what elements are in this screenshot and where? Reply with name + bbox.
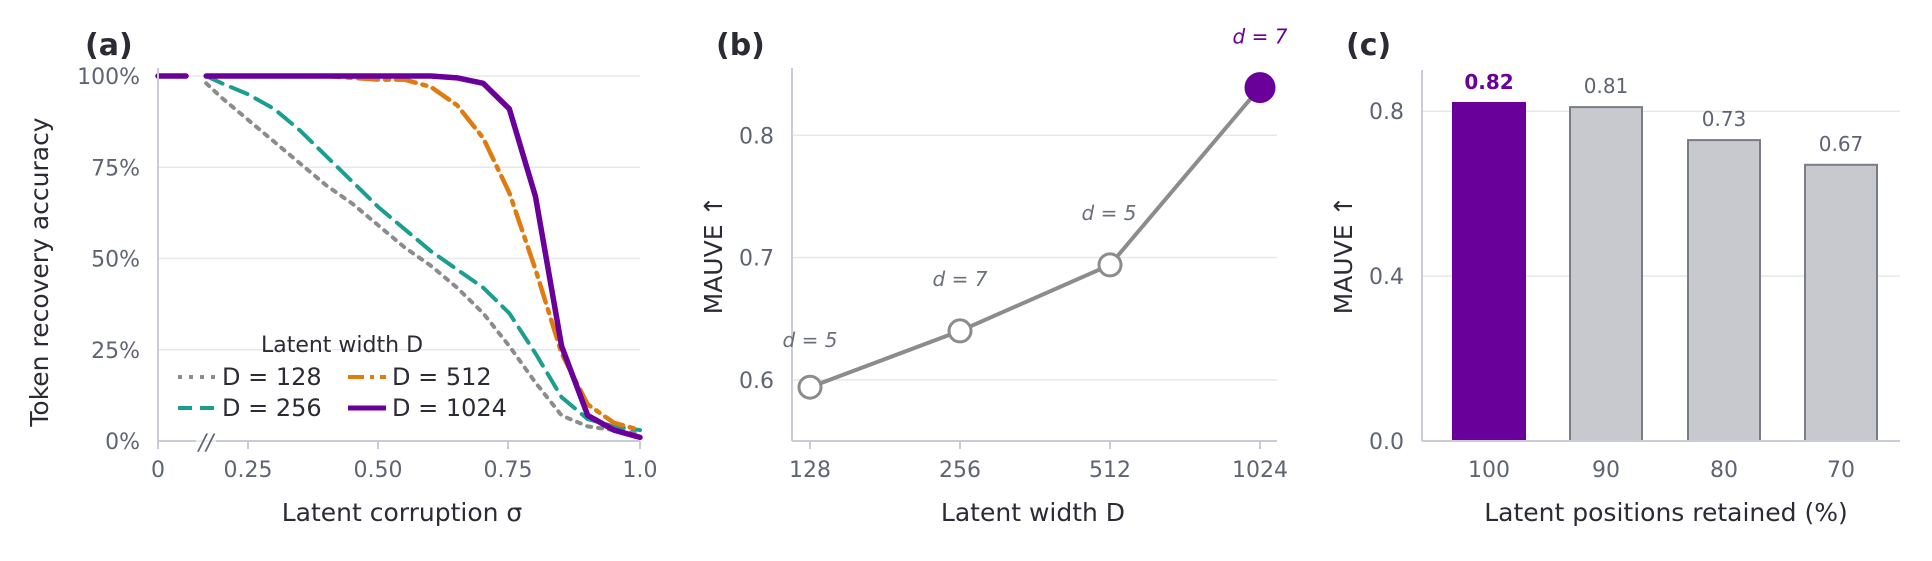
data-point	[797, 374, 823, 400]
y-tick-label: 0.7	[739, 247, 774, 272]
point-label: d = 5	[1082, 201, 1137, 225]
x-tick-label: 0.75	[484, 458, 533, 483]
panel-a-label: (a)	[85, 28, 133, 63]
x-tick-label: 70	[1827, 458, 1855, 483]
x-tick-label: 100	[1468, 458, 1510, 483]
data-point	[947, 318, 973, 344]
point-label: d = 7	[933, 267, 988, 291]
x-tick-label: 256	[939, 458, 981, 483]
panel-c-ylabel: MAUVE ↑	[1329, 196, 1358, 315]
panel-c-ticks: 0.0 0.4 0.8 100 90 80 70	[1369, 100, 1855, 483]
legend-title: Latent width D	[261, 333, 423, 358]
bar-value-label: 0.73	[1702, 107, 1747, 131]
panel-a-ylabel: Token recovery accuracy	[25, 117, 54, 427]
point-label: d = 7	[1233, 25, 1288, 49]
panel-a-xlabel: Latent corruption σ	[282, 498, 523, 527]
panel-b-series: d = 5 d = 7 d = 5 d = 7	[783, 25, 1288, 400]
legend-label-d1024: D = 1024	[392, 394, 507, 422]
series-line-D256	[204, 74, 642, 433]
panel-b-label: (b)	[716, 28, 765, 63]
bar	[1569, 106, 1643, 442]
series-line-D1024	[203, 73, 643, 441]
bar-value-label: 0.67	[1819, 132, 1864, 156]
panel-c-xlabel: Latent positions retained (%)	[1484, 498, 1848, 527]
bar	[1804, 163, 1878, 443]
y-tick-label: 0.8	[1369, 100, 1404, 125]
panel-b-grid	[792, 134, 1277, 381]
panel-b-axes	[791, 68, 1277, 442]
bar-value-label: 0.82	[1464, 70, 1513, 94]
panel-a-ticks: 0% 25% 50% 75% 100% 0 0.25 0.50 0.75 1.0	[77, 65, 657, 483]
y-tick-label: 0.8	[739, 124, 774, 149]
panel-b-ylabel: MAUVE ↑	[699, 196, 728, 315]
x-tick-label: 1.0	[623, 458, 658, 483]
mauve-line	[809, 86, 1262, 390]
panel-a: 0% 25% 50% 75% 100% 0 0.25 0.50 0.75 1.0 (a) Late…	[25, 28, 658, 527]
legend-label-d256: D = 256	[222, 394, 322, 422]
legend-label-d512: D = 512	[392, 363, 492, 391]
y-tick-label: 0.6	[739, 369, 774, 394]
panel-a-legend: Latent width D D = 128 D = 512 D = 256 D…	[178, 333, 507, 422]
legend-label-d128: D = 128	[222, 363, 322, 391]
bar-value-label: 0.81	[1584, 74, 1629, 98]
point-label: d = 5	[783, 328, 838, 352]
y-tick-label: 25%	[91, 339, 140, 364]
x-tick-label: 80	[1710, 458, 1738, 483]
y-tick-label: 0.0	[1369, 430, 1404, 455]
y-tick-label: 100%	[77, 65, 140, 90]
x-tick-label: 128	[789, 458, 831, 483]
x-tick-label: 90	[1592, 458, 1620, 483]
panel-a-axes	[157, 68, 640, 442]
data-point	[1244, 72, 1276, 104]
panel-c-axes	[1421, 70, 1900, 442]
x-tick-label: 0.25	[224, 458, 273, 483]
x-tick-label: 1024	[1232, 458, 1288, 483]
bar	[1452, 101, 1526, 442]
panel-c-bars: 0.82 0.81 0.73 0.67	[1452, 70, 1878, 443]
x-tick-label: 0	[151, 458, 165, 483]
bar	[1687, 139, 1761, 442]
panel-b-ticks: 0.6 0.7 0.8 128 256 512 1024	[739, 124, 1288, 483]
y-tick-label: 75%	[91, 156, 140, 181]
panel-a-series	[155, 73, 643, 441]
y-tick-label: 0.4	[1369, 265, 1404, 290]
x-tick-label: 0.50	[354, 458, 403, 483]
axis-break-mark: //	[197, 431, 216, 456]
panel-b-xlabel: Latent width D	[941, 498, 1125, 527]
series-line-D128	[204, 81, 642, 436]
y-tick-label: 0%	[105, 430, 140, 455]
x-tick-label: 512	[1089, 458, 1131, 483]
y-tick-label: 50%	[91, 248, 140, 273]
data-point	[1097, 252, 1123, 278]
panel-c-label: (c)	[1346, 28, 1391, 63]
